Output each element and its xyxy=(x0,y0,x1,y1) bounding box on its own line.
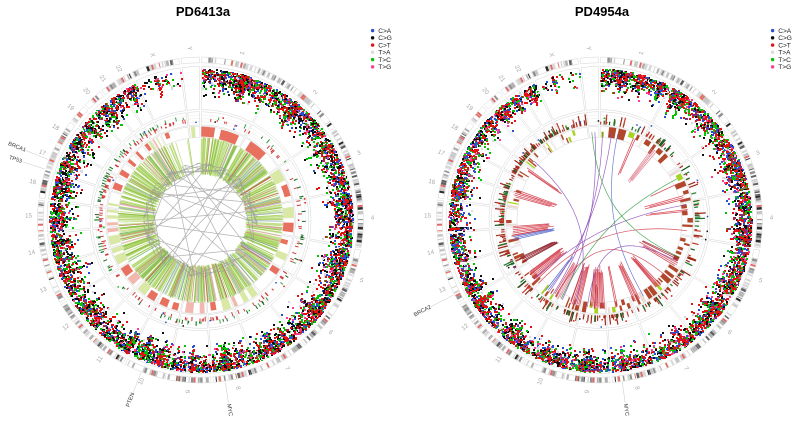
svg-text:C>T: C>T xyxy=(378,42,391,49)
svg-text:TP53: TP53 xyxy=(8,155,23,165)
svg-text:T>G: T>G xyxy=(778,64,791,71)
svg-text:C>G: C>G xyxy=(378,35,392,42)
svg-text:C>G: C>G xyxy=(778,35,792,42)
svg-text:T>C: T>C xyxy=(778,57,791,64)
svg-text:PD4954a: PD4954a xyxy=(575,4,630,19)
svg-text:T>A: T>A xyxy=(378,50,391,57)
svg-text:C>T: C>T xyxy=(778,42,791,49)
svg-text:C>A: C>A xyxy=(378,28,392,35)
svg-text:T>A: T>A xyxy=(778,50,791,57)
svg-text:PTEN: PTEN xyxy=(125,392,136,408)
svg-text:MYC: MYC xyxy=(622,403,630,416)
svg-text:PD6413a: PD6413a xyxy=(176,4,231,19)
svg-text:C>A: C>A xyxy=(778,28,792,35)
svg-text:MYC: MYC xyxy=(225,403,233,416)
svg-text:T>G: T>G xyxy=(378,64,391,71)
svg-text:T>C: T>C xyxy=(378,57,391,64)
